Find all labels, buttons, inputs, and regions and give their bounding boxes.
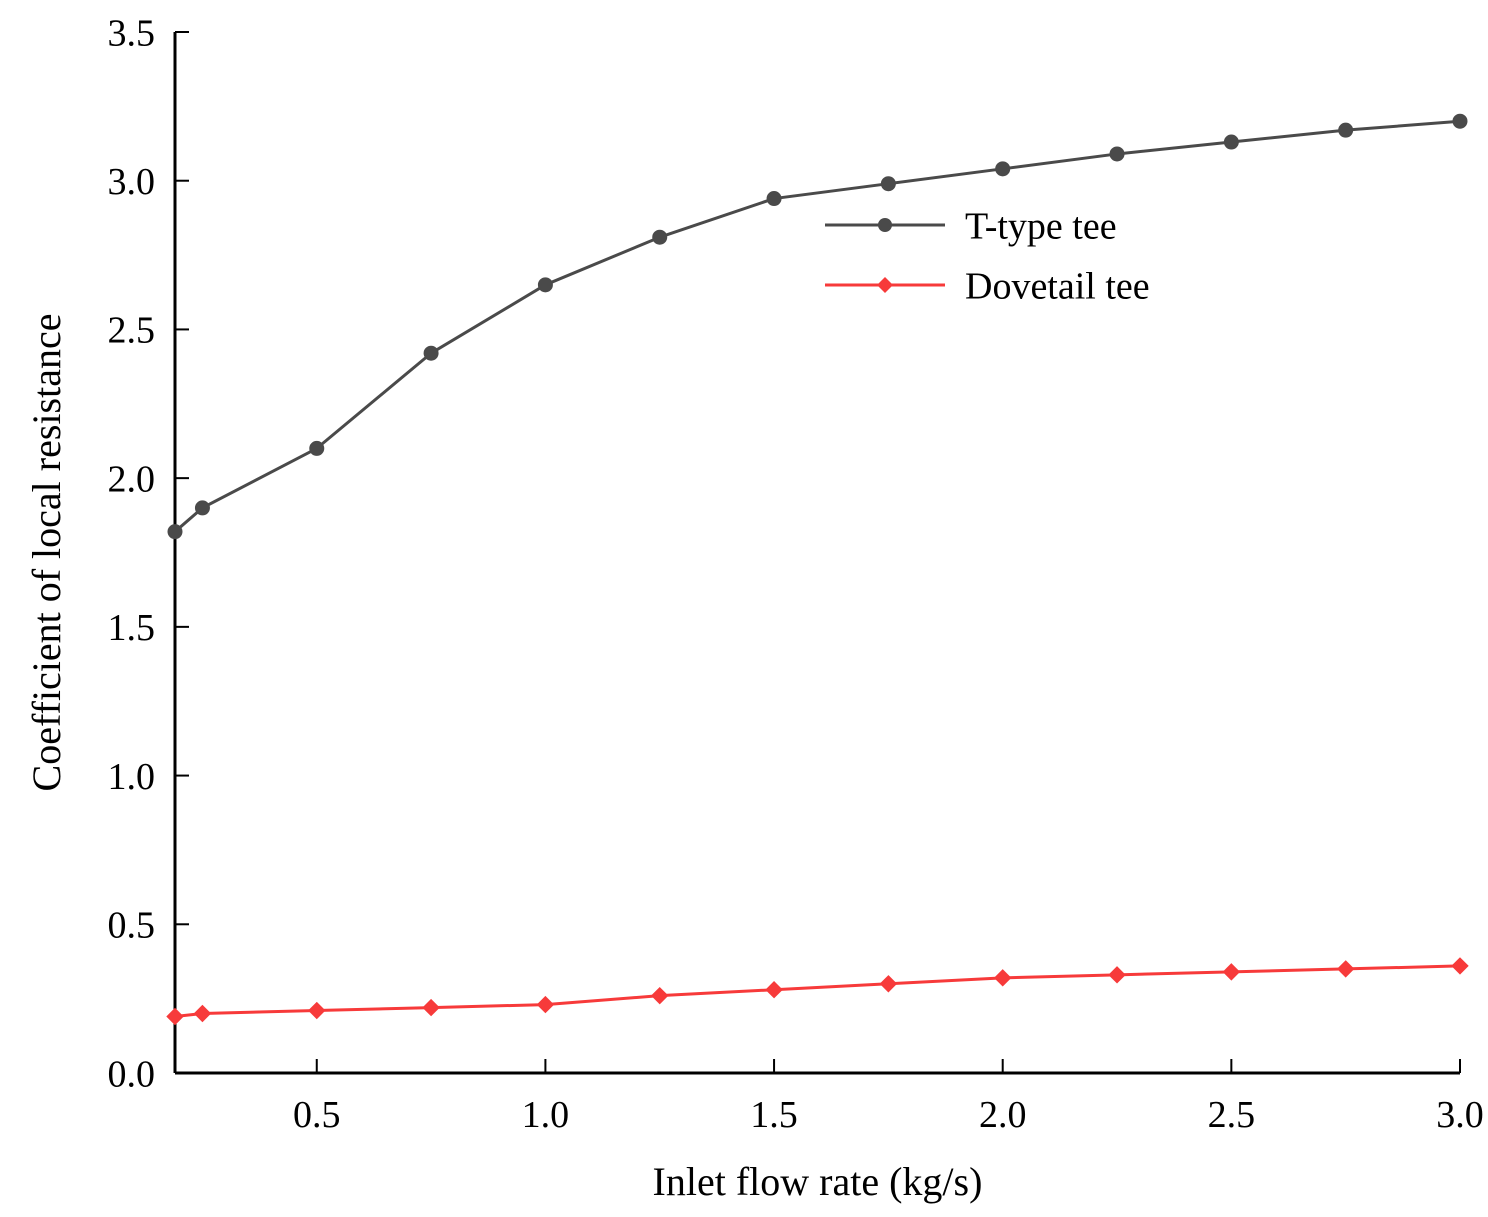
series-marker-circle xyxy=(1224,135,1238,149)
x-axis-label: Inlet flow rate (kg/s) xyxy=(653,1159,983,1204)
x-tick-label: 1.5 xyxy=(750,1094,798,1136)
y-axis-label: Coefficient of local resistance xyxy=(24,314,69,792)
line-chart: 0.5 1.0 1.5 2.0 2.5 3.0 0.0 0.5 1.0 1.5 2.0 2.5 3.0 3… xyxy=(0,0,1488,1217)
legend-label: Dovetail tee xyxy=(965,265,1150,307)
y-tick-label: 3.0 xyxy=(108,161,156,203)
y-tick-label: 2.0 xyxy=(108,458,156,500)
legend-marker-circle xyxy=(878,218,892,232)
y-tick-label: 0.0 xyxy=(108,1053,156,1095)
legend-label: T-type tee xyxy=(965,205,1117,247)
chart-container: 0.5 1.0 1.5 2.0 2.5 3.0 0.0 0.5 1.0 1.5 2.0 2.5 3.0 3… xyxy=(0,0,1488,1217)
x-tick-label: 2.0 xyxy=(979,1094,1027,1136)
series-marker-circle xyxy=(1110,147,1124,161)
series-marker-circle xyxy=(881,177,895,191)
y-tick-label: 2.5 xyxy=(108,310,156,352)
y-tick-label: 3.5 xyxy=(108,12,156,54)
series-marker-circle xyxy=(538,278,552,292)
y-tick-label: 0.5 xyxy=(108,905,156,947)
series-marker-circle xyxy=(424,346,438,360)
x-tick-label: 1.0 xyxy=(522,1094,570,1136)
series-marker-circle xyxy=(1453,114,1467,128)
x-tick-label: 3.0 xyxy=(1436,1094,1484,1136)
x-tick-label: 0.5 xyxy=(293,1094,341,1136)
series-marker-circle xyxy=(168,525,182,539)
series-marker-circle xyxy=(310,441,324,455)
y-tick-label: 1.5 xyxy=(108,607,156,649)
y-tick-label: 1.0 xyxy=(108,756,156,798)
series-marker-circle xyxy=(767,192,781,206)
series-marker-circle xyxy=(1339,123,1353,137)
series-marker-circle xyxy=(653,230,667,244)
x-tick-label: 2.5 xyxy=(1208,1094,1256,1136)
series-marker-circle xyxy=(996,162,1010,176)
series-marker-circle xyxy=(195,501,209,515)
